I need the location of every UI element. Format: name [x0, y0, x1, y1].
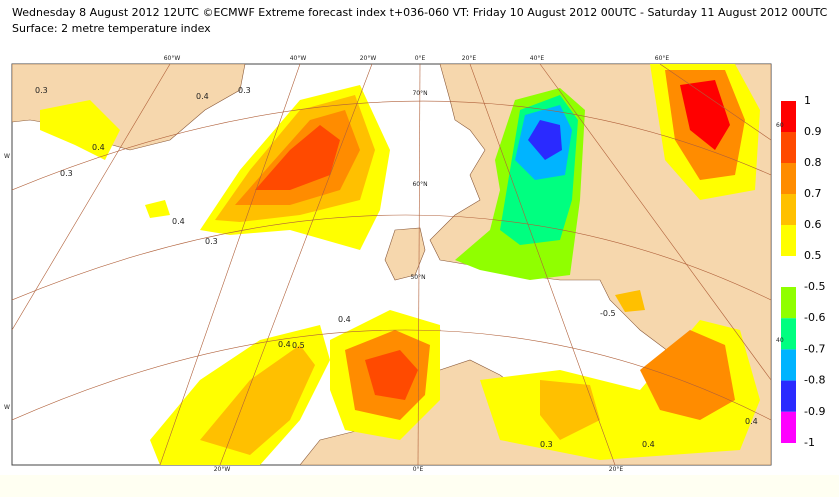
colorbar-label: 0.7: [804, 187, 822, 200]
anomaly-cold: [528, 120, 562, 160]
map-label: 20°E: [609, 466, 624, 473]
map-label: 20°E: [462, 55, 477, 62]
colorbar-box: [781, 349, 796, 381]
map-label: 60: [776, 122, 784, 129]
contour-label: 0.4: [172, 217, 185, 226]
map-label: 60°W: [164, 55, 181, 62]
colorbar-label: -0.5: [804, 280, 825, 293]
colorbar-label: -0.6: [804, 311, 825, 324]
colorbar-box: [781, 132, 796, 163]
map-label: W: [4, 153, 10, 160]
colorbar-box: [781, 163, 796, 194]
map-label: 40°W: [290, 55, 307, 62]
map-label: 60°E: [655, 55, 670, 62]
footer-strip: [0, 475, 839, 497]
colorbar-label: 0.8: [804, 156, 822, 169]
anomaly-warm: [680, 80, 730, 150]
colorbar-box: [781, 411, 796, 443]
contour-label: 0.3: [35, 86, 48, 95]
contour-label: -0.5: [600, 309, 616, 318]
contour-label: 0.4: [338, 315, 351, 324]
colorbar-label: 0.9: [804, 125, 822, 138]
anomaly-warm: [255, 125, 340, 190]
colorbar-label: 1: [804, 94, 811, 107]
colorbar-label: -1: [804, 436, 815, 449]
colorbar-label: -0.9: [804, 405, 825, 418]
colorbar-box: [781, 225, 796, 256]
header-subtitle: Surface: 2 metre temperature index: [12, 22, 211, 35]
map-label: 20°W: [214, 466, 231, 473]
contour-label: 0.5: [292, 341, 305, 350]
header-title: Wednesday 8 August 2012 12UTC ©ECMWF Ext…: [12, 6, 828, 19]
contour-label: 0.3: [540, 440, 553, 449]
map-label: 40: [776, 337, 784, 344]
colorbar-box: [781, 380, 796, 412]
map-label: 0°E: [413, 466, 424, 473]
colorbar-label: -0.7: [804, 342, 825, 355]
anomaly-warm: [540, 380, 600, 440]
anomaly-warm: [200, 345, 315, 455]
colorbar-box: [781, 194, 796, 225]
contour-label: 0.3: [60, 169, 73, 178]
anomaly-warm: [40, 100, 120, 160]
contour-label: 0.3: [205, 237, 218, 246]
map-frame: [11, 63, 772, 466]
land: [384, 227, 426, 281]
contour-label: 0.3: [238, 86, 251, 95]
contour-label: 0.4: [278, 340, 291, 349]
contour-label: 0.4: [196, 92, 209, 101]
colorbar-box: [781, 318, 796, 350]
map-label: 70°N: [412, 90, 427, 97]
map-label: 20°W: [360, 55, 377, 62]
contour-label: 0.4: [642, 440, 655, 449]
colorbar-label: -0.8: [804, 374, 825, 387]
map-label: W: [4, 404, 10, 411]
contour-label: 0.4: [92, 143, 105, 152]
map-label: 50°N: [410, 274, 425, 281]
map-label: 60°N: [412, 181, 427, 188]
colorbar-box: [781, 101, 796, 132]
map-label: 0°E: [415, 55, 426, 62]
graticule: [12, 64, 771, 465]
anomaly-warm: [640, 330, 735, 420]
anomaly-warm: [615, 290, 645, 312]
anomaly-warm: [365, 350, 418, 400]
anomaly-warm: [145, 200, 170, 218]
colorbar-label: 0.5: [804, 249, 822, 262]
colorbar-box: [781, 287, 796, 319]
colorbar-label: 0.6: [804, 218, 822, 231]
contour-label: 0.4: [745, 417, 758, 426]
map-label: 40°E: [530, 55, 545, 62]
